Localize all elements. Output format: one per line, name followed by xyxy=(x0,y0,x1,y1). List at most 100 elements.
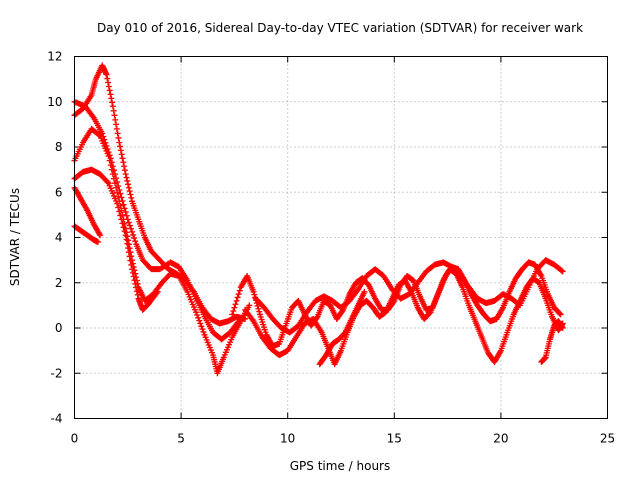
plus-marker xyxy=(115,134,122,141)
plus-marker xyxy=(122,232,129,239)
y-tick-label: -2 xyxy=(51,366,63,380)
plus-marker xyxy=(108,95,115,102)
plus-marker xyxy=(132,280,139,287)
plus-marker xyxy=(113,125,120,132)
plus-marker xyxy=(557,311,564,318)
plus-marker xyxy=(197,320,204,327)
plus-marker xyxy=(116,139,123,146)
plus-marker xyxy=(131,235,138,242)
plus-marker xyxy=(114,189,121,196)
plus-marker xyxy=(231,304,238,311)
plus-marker xyxy=(109,103,116,110)
plus-marker xyxy=(110,175,117,182)
plus-marker xyxy=(122,209,129,216)
plus-marker xyxy=(361,288,368,295)
y-tick-label: 10 xyxy=(47,95,62,109)
plus-marker xyxy=(104,179,111,186)
plus-marker xyxy=(119,220,126,227)
plus-marker xyxy=(109,171,116,178)
plus-marker xyxy=(127,225,134,232)
series-track-4 xyxy=(71,166,161,313)
plus-marker xyxy=(104,75,111,82)
plus-marker xyxy=(250,288,257,295)
plus-marker xyxy=(133,284,140,291)
plus-marker xyxy=(103,71,110,78)
plus-marker xyxy=(127,257,134,264)
plus-marker xyxy=(251,291,258,298)
plus-marker xyxy=(558,267,565,274)
plus-marker xyxy=(106,87,113,94)
y-tick-label: 12 xyxy=(47,50,62,64)
plus-marker xyxy=(127,191,134,198)
plus-marker xyxy=(129,269,136,276)
plus-marker xyxy=(131,277,138,284)
x-axis-label: GPS time / hours xyxy=(290,459,391,473)
y-axis-label: SDTVAR / TECUs xyxy=(8,188,22,286)
plus-marker xyxy=(193,309,200,316)
plus-marker xyxy=(106,157,113,164)
plus-marker xyxy=(125,249,132,256)
plus-marker xyxy=(123,174,130,181)
plus-marker xyxy=(246,302,253,309)
plus-marker xyxy=(124,177,131,184)
plus-marker xyxy=(116,208,123,215)
plus-marker xyxy=(195,314,202,321)
plus-marker xyxy=(117,190,124,197)
plus-marker xyxy=(120,159,127,166)
series-track-10 xyxy=(316,288,368,368)
x-tick-label: 10 xyxy=(280,432,295,446)
plus-marker xyxy=(230,308,237,315)
plus-marker xyxy=(123,212,130,219)
plus-marker xyxy=(119,155,126,162)
plus-marker xyxy=(121,205,128,212)
plus-marker xyxy=(123,236,130,243)
plus-marker xyxy=(97,232,104,239)
plus-marker xyxy=(134,291,141,298)
series-track-3 xyxy=(71,125,253,377)
plus-marker xyxy=(112,180,119,187)
plus-marker xyxy=(115,193,122,200)
plus-marker xyxy=(200,328,207,335)
plus-marker xyxy=(114,200,121,207)
x-tick-label: 20 xyxy=(493,432,508,446)
plus-marker xyxy=(125,219,132,226)
plus-marker xyxy=(126,188,133,195)
plus-marker xyxy=(196,317,203,324)
plus-marker xyxy=(235,291,242,298)
axis-ticks xyxy=(74,56,608,419)
x-tick-label: 5 xyxy=(177,432,185,446)
data-series xyxy=(71,62,566,377)
plus-marker xyxy=(256,308,263,315)
plus-marker xyxy=(113,121,120,128)
plus-marker xyxy=(94,239,101,246)
plus-marker xyxy=(133,288,140,295)
plus-marker xyxy=(236,287,243,294)
x-tick-label: 25 xyxy=(600,432,615,446)
plus-marker xyxy=(559,325,566,331)
plus-marker xyxy=(129,266,136,273)
x-tick-label: 15 xyxy=(387,432,402,446)
plus-marker xyxy=(194,311,201,318)
plus-marker xyxy=(154,288,161,295)
plus-marker xyxy=(115,204,122,211)
plus-marker xyxy=(117,143,124,150)
plus-marker xyxy=(229,311,236,318)
y-tick-label: 0 xyxy=(55,321,63,335)
plus-marker xyxy=(132,238,139,245)
plus-marker xyxy=(107,91,114,98)
series-track-7 xyxy=(229,259,564,350)
plus-marker xyxy=(130,273,137,280)
plus-marker xyxy=(110,107,117,114)
y-tick-label: 8 xyxy=(55,140,63,154)
plus-marker xyxy=(122,171,129,178)
y-tick-label: 6 xyxy=(55,185,63,199)
plus-marker xyxy=(109,99,116,106)
plus-marker xyxy=(120,201,127,208)
plus-marker xyxy=(105,83,112,90)
plus-marker xyxy=(199,326,206,333)
plus-marker xyxy=(114,130,121,137)
plus-marker xyxy=(556,310,563,317)
series-track-5 xyxy=(71,184,104,239)
plus-marker xyxy=(107,162,114,169)
